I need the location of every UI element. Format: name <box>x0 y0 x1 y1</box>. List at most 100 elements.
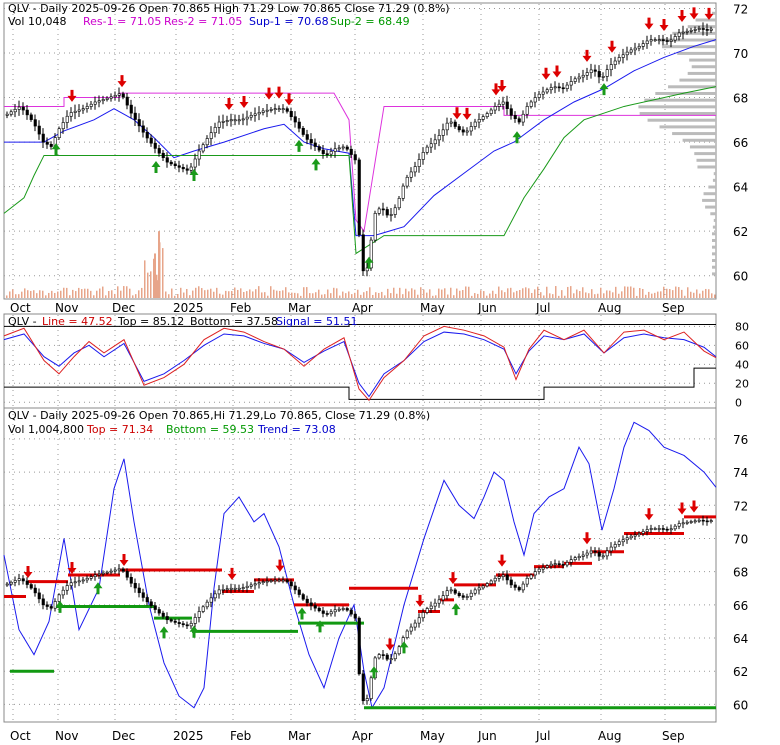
candle-body <box>185 624 189 627</box>
volume-bar <box>561 290 563 298</box>
candle-body <box>589 550 593 554</box>
candle-body <box>45 141 49 145</box>
volume-bar <box>243 292 245 298</box>
price-y-tick: 60 <box>733 270 748 284</box>
price-x-tick: Mar <box>288 301 311 315</box>
volume-bar <box>204 290 206 298</box>
candle-body <box>697 519 701 522</box>
trend-x-tick: 2025 <box>173 729 204 743</box>
volume-bar <box>192 290 194 298</box>
candle-body <box>345 608 349 611</box>
candle-body <box>469 126 473 132</box>
candle-body <box>381 654 385 656</box>
candle-body <box>141 592 145 598</box>
candle-body <box>253 113 257 116</box>
candle-body <box>445 590 449 597</box>
candle-body <box>409 171 413 178</box>
volume-bar <box>285 287 287 298</box>
volume-bar <box>111 290 113 298</box>
volume-bar <box>468 286 470 298</box>
candle-body <box>269 109 273 111</box>
candle-body <box>169 619 173 622</box>
volume-bar <box>363 292 365 298</box>
volume-bar <box>471 295 473 298</box>
volume-bar <box>522 288 524 298</box>
candle-body <box>633 47 637 51</box>
volume-bar <box>603 293 605 298</box>
candle-body <box>65 115 69 123</box>
trend-x-tick: Sep <box>662 729 685 743</box>
volume-bar <box>573 293 575 298</box>
candle-body <box>605 69 609 77</box>
candle-body <box>709 28 713 31</box>
volume-bar <box>36 293 38 298</box>
support-green-line <box>3 86 717 255</box>
candle-body <box>461 129 465 133</box>
volume-bar <box>258 286 260 298</box>
candle-body <box>257 112 261 115</box>
volume-bar <box>423 289 425 298</box>
volume-spike <box>154 253 156 298</box>
candle-body <box>209 597 213 603</box>
candle-body <box>649 528 653 530</box>
candle-body <box>17 578 21 581</box>
price-header-res1: Res-1 = 71.05 <box>83 15 161 28</box>
candle-body <box>245 116 249 120</box>
candle-body <box>361 234 365 272</box>
volume-bar <box>495 293 497 298</box>
volume-bar <box>396 293 398 298</box>
volume-profile-bar <box>644 98 716 102</box>
candle-body <box>393 207 397 215</box>
candle-body <box>573 78 577 82</box>
volume-bar <box>651 293 653 298</box>
candle-body <box>205 138 209 146</box>
volume-bar <box>390 293 392 298</box>
volume-bar <box>585 292 587 298</box>
candle-body <box>77 580 81 583</box>
volume-bar <box>27 290 29 298</box>
volume-bar <box>312 293 314 298</box>
candle-body <box>185 168 189 171</box>
candle-body <box>209 132 213 139</box>
volume-bar <box>99 288 101 298</box>
candle-body <box>281 108 285 110</box>
volume-profile-bar <box>712 272 716 276</box>
candle-body <box>661 39 665 41</box>
candle-body <box>177 165 181 168</box>
candle-body <box>609 546 613 552</box>
price-header-res2: Res-2 = 71.05 <box>164 15 242 28</box>
volume-bar <box>366 291 368 298</box>
candle-body <box>137 587 141 594</box>
osc-bottom-line <box>4 367 716 400</box>
volume-bar <box>297 293 299 298</box>
sell-arrow-icon <box>497 79 507 92</box>
candle-body <box>641 43 645 47</box>
volume-bar <box>681 289 683 298</box>
candle-body <box>693 520 697 523</box>
buy-arrow-icon <box>364 256 374 269</box>
volume-bar <box>567 286 569 298</box>
candle-body <box>117 93 121 96</box>
trend-y-tick: 66 <box>733 599 748 613</box>
volume-bar <box>93 295 95 298</box>
candle-body <box>321 149 325 154</box>
candle-body <box>81 579 85 582</box>
candle-body <box>413 166 417 173</box>
volume-bar <box>327 289 329 298</box>
sell-arrow-icon <box>704 7 714 20</box>
candle-body <box>397 646 401 655</box>
candle-body <box>97 100 101 103</box>
candle-body <box>165 157 169 163</box>
volume-profile-bar <box>689 58 716 62</box>
trend-y-tick: 74 <box>733 466 748 480</box>
candle-body <box>85 577 89 581</box>
candle-body <box>689 521 693 523</box>
volume-profile-bar <box>696 158 716 162</box>
candle-body <box>369 677 373 699</box>
volume-bar <box>582 287 584 298</box>
volume-bar <box>189 295 191 298</box>
candle-body <box>605 550 609 557</box>
candle-body <box>57 594 61 602</box>
volume-bar <box>552 294 554 298</box>
volume-bar <box>261 292 263 298</box>
